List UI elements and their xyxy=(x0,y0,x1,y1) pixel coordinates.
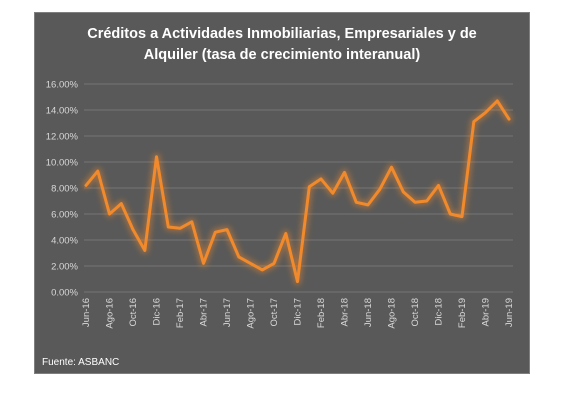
chart-title-line-1: Créditos a Actividades Inmobiliarias, Em… xyxy=(87,26,477,42)
chart-title: Créditos a Actividades Inmobiliarias, Em… xyxy=(34,24,530,66)
source-note: Fuente: ASBANC xyxy=(42,357,120,368)
chart-panel xyxy=(34,12,530,374)
chart-title-line-2: Alquiler (tasa de crecimiento interanual… xyxy=(143,47,421,63)
